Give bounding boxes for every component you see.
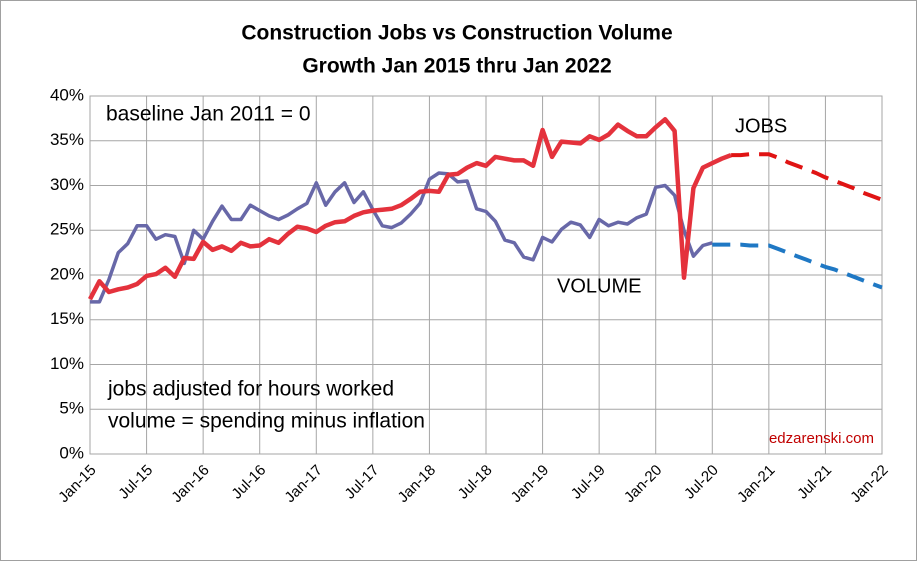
y-tick-label: 15% xyxy=(50,309,84,328)
y-tick-label: 10% xyxy=(50,354,84,373)
chart-subtitle: Growth Jan 2015 thru Jan 2022 xyxy=(302,55,611,78)
chart-title: Construction Jobs vs Construction Volume xyxy=(241,22,672,45)
plot xyxy=(88,117,883,304)
series-label: VOLUME xyxy=(557,275,641,297)
y-tick-label: 35% xyxy=(50,130,84,149)
y-tick-label: 40% xyxy=(50,85,84,104)
y-tick-label: 25% xyxy=(50,220,84,239)
y-tick-label: 0% xyxy=(59,443,84,462)
annotation: baseline Jan 2011 = 0 xyxy=(106,103,311,126)
annotation: volume = spending minus inflation xyxy=(108,410,425,433)
y-tick-label: 5% xyxy=(59,399,84,418)
series-line xyxy=(90,171,713,304)
y-tick-label: 30% xyxy=(50,175,84,194)
series-label: JOBS xyxy=(735,115,787,137)
series-line xyxy=(88,117,732,301)
y-tick-label: 20% xyxy=(50,264,84,283)
forecast-line xyxy=(712,242,883,290)
plot-border xyxy=(89,95,883,455)
annotation: jobs adjusted for hours worked xyxy=(107,378,394,401)
source-label: edzarenski.com xyxy=(769,430,874,447)
